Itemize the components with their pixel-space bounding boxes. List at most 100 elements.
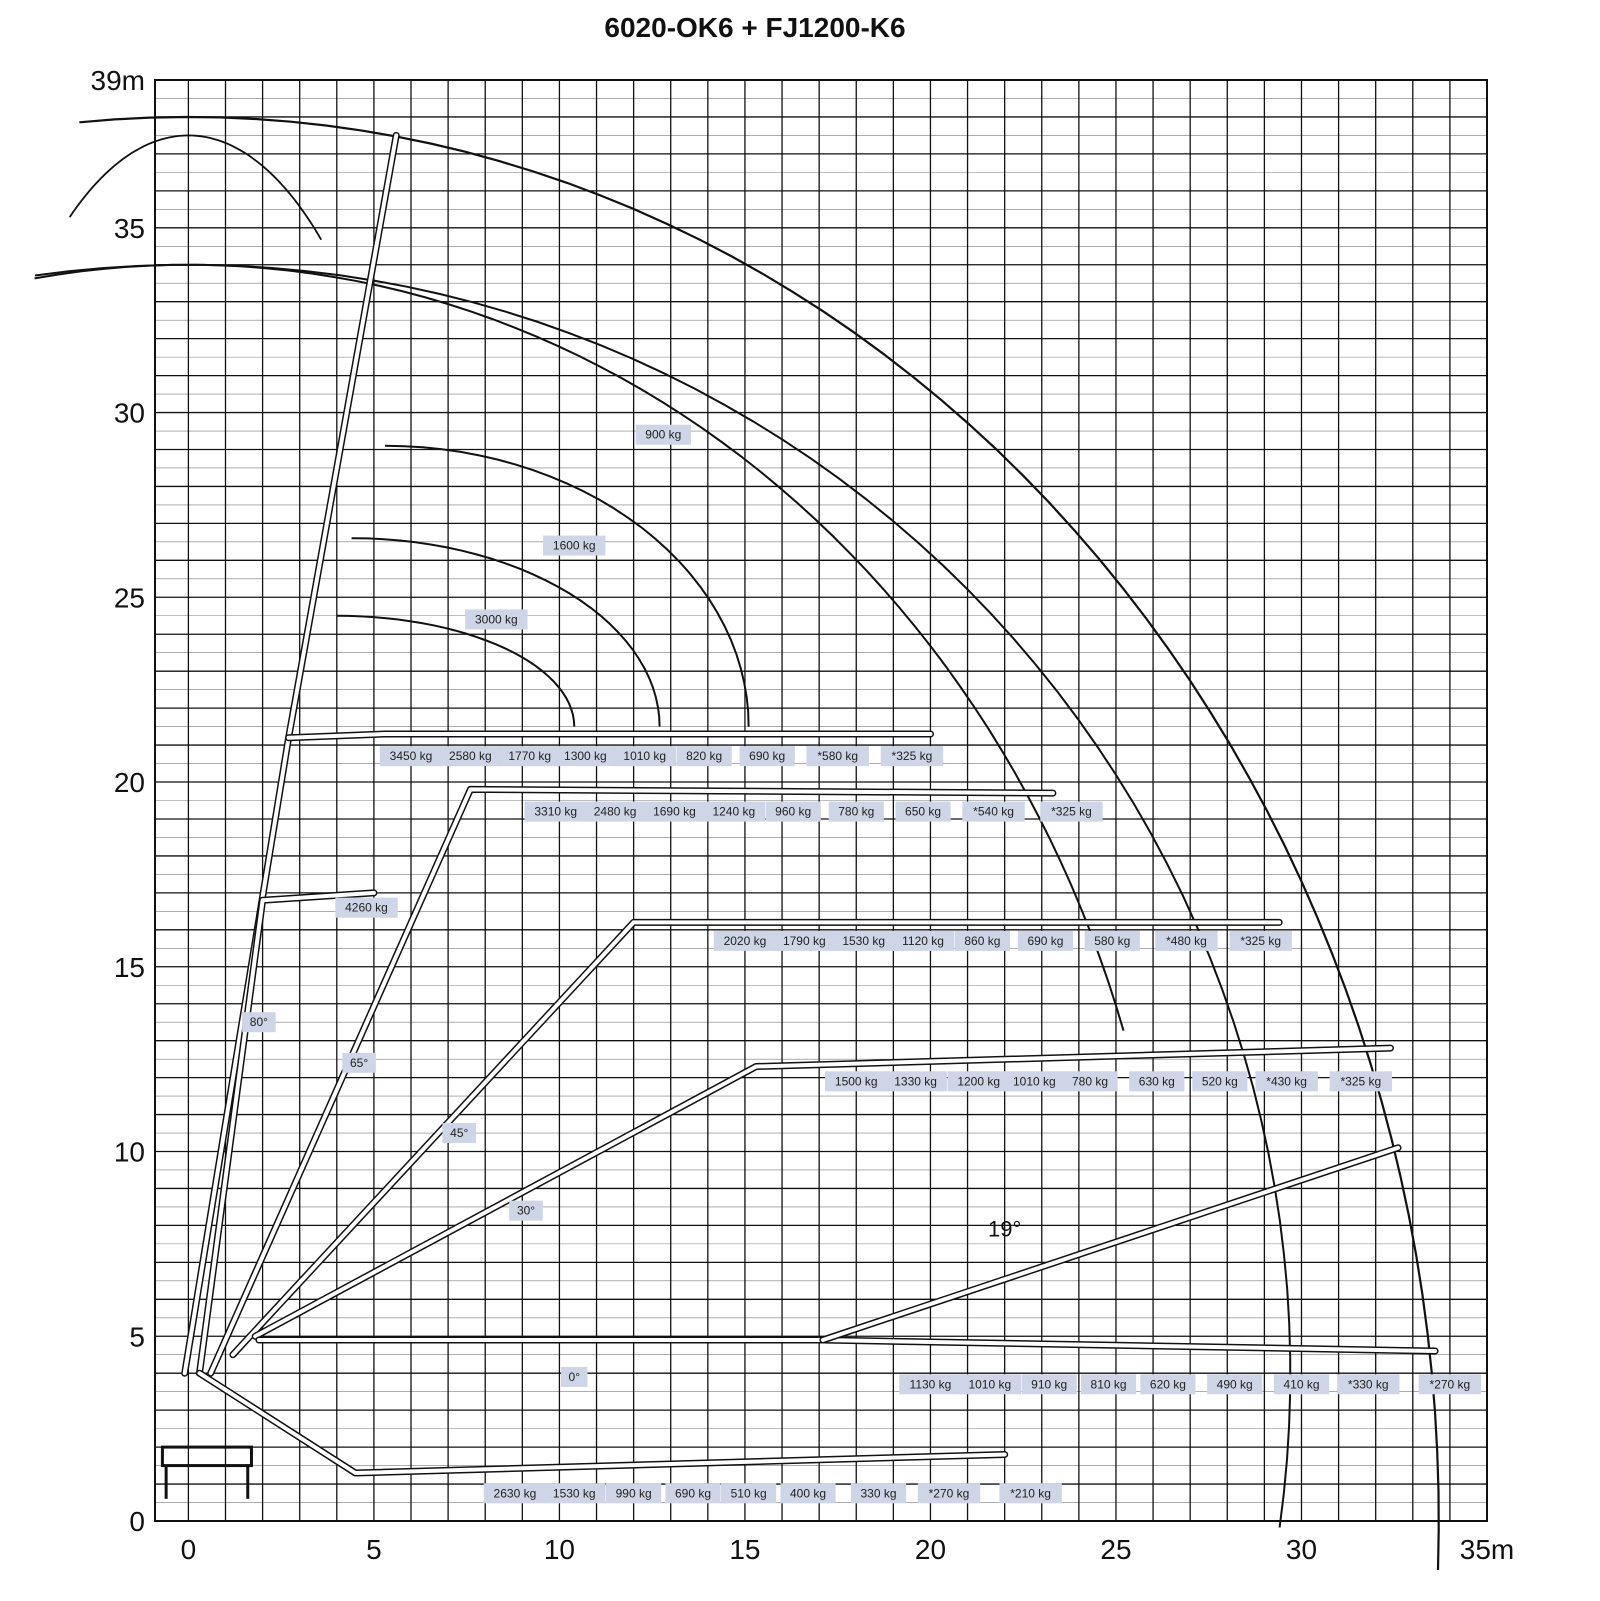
angle-label-box	[509, 1200, 543, 1221]
load-label: 910 kg	[1031, 1377, 1067, 1391]
envelope-load-label: 3000 kg	[475, 612, 518, 626]
load-label: 580 kg	[1094, 934, 1130, 948]
x-tick-label: 10	[544, 1534, 575, 1565]
load-label: 1120 kg	[902, 934, 944, 948]
load-label: 1790 kg	[783, 934, 826, 948]
reach-envelope-outer	[79, 115, 1440, 1571]
load-label: 1300 kg	[564, 749, 607, 763]
angle-label: 80°	[250, 1015, 268, 1029]
load-label: 3450 kg	[390, 749, 433, 763]
load-label: 690 kg	[1027, 934, 1063, 948]
load-label-box	[832, 930, 895, 951]
y-tick-label: 15	[114, 952, 145, 983]
load-label-box	[613, 746, 676, 767]
load-label: 3310 kg	[534, 805, 577, 819]
load-label: 1010 kg	[623, 749, 666, 763]
load-label-box	[739, 746, 795, 767]
load-label: 630 kg	[1139, 1074, 1175, 1088]
load-label-box	[828, 801, 884, 822]
envelope-load-label: 900 kg	[645, 428, 681, 442]
load-label: 4260 kg	[345, 901, 388, 915]
load-label-box	[676, 746, 732, 767]
angle-label-19deg: 19°	[988, 1216, 1021, 1241]
load-label: 410 kg	[1283, 1377, 1319, 1391]
load-label-box	[958, 1374, 1022, 1395]
load-label: 1240 kg	[712, 805, 755, 819]
load-label-box	[1155, 930, 1218, 951]
load-label: 1770 kg	[508, 749, 551, 763]
load-label: 820 kg	[686, 749, 722, 763]
load-label: *325 kg	[1051, 805, 1092, 819]
x-tick-label: 25	[1100, 1534, 1131, 1565]
load-label-box	[1040, 801, 1103, 822]
load-label: 1010 kg	[1013, 1074, 1056, 1088]
load-label-box	[1080, 1374, 1137, 1395]
load-label: 1530 kg	[842, 934, 885, 948]
load-label-box	[1229, 930, 1292, 951]
load-label-box	[1140, 1374, 1196, 1395]
load-label-box	[1207, 1374, 1263, 1395]
load-label-box	[1084, 930, 1140, 951]
load-label: 810 kg	[1091, 1377, 1127, 1391]
load-label-box	[524, 801, 587, 822]
load-label-box	[702, 801, 766, 822]
boom-45deg	[230, 920, 1282, 1357]
load-label: 1690 kg	[653, 805, 696, 819]
load-label-box	[780, 1483, 836, 1504]
load-label-box	[1337, 1374, 1400, 1395]
boom-80deg-jib	[286, 732, 933, 740]
boom-80deg-short	[197, 890, 376, 1376]
load-label: 780 kg	[1072, 1074, 1108, 1088]
load-label-box	[721, 1483, 777, 1504]
x-tick-label: 30	[1286, 1534, 1317, 1565]
load-label: 2020 kg	[724, 934, 767, 948]
angle-label-box	[442, 1123, 477, 1144]
y-tick-label: 20	[114, 767, 145, 798]
load-envelope-3000kg	[336, 614, 576, 727]
y-tick-label: 0	[129, 1506, 145, 1537]
load-label-box	[850, 1483, 907, 1504]
load-label: *325 kg	[1340, 1074, 1381, 1088]
load-label: 690 kg	[749, 749, 785, 763]
load-label: 690 kg	[675, 1486, 711, 1500]
y-tick-label: 25	[114, 582, 145, 613]
angle-label: 0°	[569, 1370, 581, 1384]
reach-envelope-third	[34, 263, 1125, 1031]
load-label-box	[1062, 1071, 1118, 1092]
load-label: 1200 kg	[957, 1074, 1000, 1088]
boom-positions	[160, 131, 1439, 1499]
load-label-box	[665, 1483, 721, 1504]
y-tick-label: 30	[114, 398, 145, 429]
load-labels: 3450 kg 2580 kg 1770 kg 1300 kg 1010 kg 820 k…	[242, 424, 1482, 1504]
envelope-load-label-box	[543, 535, 606, 556]
angle-label-box	[342, 1052, 376, 1073]
load-label-box	[880, 746, 944, 767]
load-label-box	[765, 801, 821, 822]
boom-65deg	[208, 787, 1055, 1376]
load-label-box	[1129, 1071, 1185, 1092]
boom-30deg-outline	[251, 1044, 1394, 1340]
angle-label-box	[242, 1012, 276, 1033]
reach-envelope-fourth	[68, 134, 322, 241]
load-label-box	[483, 1483, 547, 1504]
load-envelope-1600kg	[351, 537, 661, 727]
load-label-box	[1255, 1071, 1318, 1092]
load-label-box	[643, 801, 706, 822]
envelope-load-label-box	[465, 609, 528, 630]
load-envelope-900kg	[384, 444, 750, 727]
load-label-box	[891, 930, 955, 951]
load-label: 1010 kg	[968, 1377, 1011, 1391]
load-label-box	[543, 1483, 606, 1504]
load-label: *580 kg	[817, 749, 858, 763]
y-tick-label: 10	[114, 1137, 145, 1168]
load-label-box	[899, 1374, 962, 1395]
envelope-load-label: 1600 kg	[553, 539, 596, 553]
envelope-load-label-box	[635, 424, 691, 445]
load-label: 1330 kg	[894, 1074, 937, 1088]
axis-ticks: 0 5 10 15 20 25 30 35m 0 5 10 15 20 25 30 35 39m	[91, 65, 1515, 1565]
boom-30deg	[253, 1046, 1393, 1339]
load-label-box	[895, 801, 951, 822]
load-label: 400 kg	[790, 1486, 826, 1500]
load-label-box	[1273, 1374, 1330, 1395]
